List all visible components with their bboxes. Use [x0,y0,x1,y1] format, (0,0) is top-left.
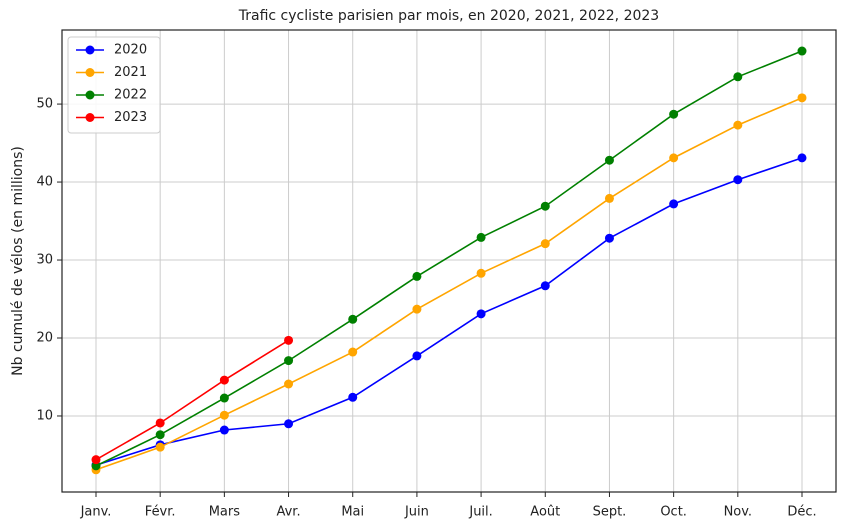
series-line [95,50,803,467]
data-point [797,93,807,103]
data-point [219,393,229,403]
data-point [797,153,807,163]
x-tick-label: Août [530,505,560,520]
y-tick-label: 50 [36,97,53,112]
plot-frame [61,29,837,493]
data-point [284,419,294,429]
data-point [669,199,679,209]
legend-label: 2020 [114,43,147,58]
data-point [412,304,422,314]
data-point [412,351,422,361]
chart-title: Trafic cycliste parisien par mois, en 20… [238,8,659,24]
data-point [476,268,486,278]
legend-label: 2022 [114,88,147,103]
data-point [91,455,101,465]
y-tick-label: 40 [36,175,53,190]
x-tick-label: Juin [404,505,429,520]
x-tick-label: Juil. [468,505,492,520]
data-point [733,120,743,130]
data-point [284,379,294,389]
series-line [95,339,289,461]
legend-box [67,36,161,134]
data-point [669,153,679,163]
data-point [604,155,614,165]
x-tick-label: Oct. [660,505,687,520]
x-tick-label: Avr. [276,505,300,520]
x-tick-label: Sept. [593,505,627,520]
data-point [797,46,807,56]
data-point [604,233,614,243]
data-point [219,410,229,420]
data-point [155,430,165,440]
y-axis-label: Nb cumulé de vélos (en millions) [10,146,26,376]
data-point [476,232,486,242]
data-point [91,461,101,471]
data-point [540,201,550,211]
legend-label: 2021 [114,65,147,80]
data-point [540,239,550,249]
data-point [669,109,679,119]
series-line [95,97,803,471]
data-point [284,335,294,345]
data-point [348,392,358,402]
x-tick-label: Mars [209,505,241,520]
data-point [155,442,165,452]
data-point [733,175,743,185]
x-tick-label: Mai [341,505,364,520]
data-point [604,193,614,203]
x-tick-label: Janv. [80,505,112,520]
data-point [219,375,229,385]
data-point [284,356,294,366]
y-tick-label: 30 [36,253,53,268]
data-point [540,281,550,291]
data-point [219,425,229,435]
y-tick-label: 10 [36,408,53,423]
data-point [348,347,358,357]
data-point [155,418,165,428]
data-point [476,309,486,319]
x-tick-label: Févr. [145,505,176,520]
y-tick-label: 20 [36,331,53,346]
data-point [733,72,743,82]
legend-marker [85,113,95,122]
series-line [95,157,803,466]
legend-marker [85,68,95,77]
legend-marker [85,45,95,55]
x-tick-label: Déc. [787,505,816,520]
data-point [412,271,422,281]
data-point [348,314,358,324]
x-tick-label: Nov. [724,505,753,520]
legend-marker [85,90,95,100]
legend-label: 2023 [114,110,147,125]
